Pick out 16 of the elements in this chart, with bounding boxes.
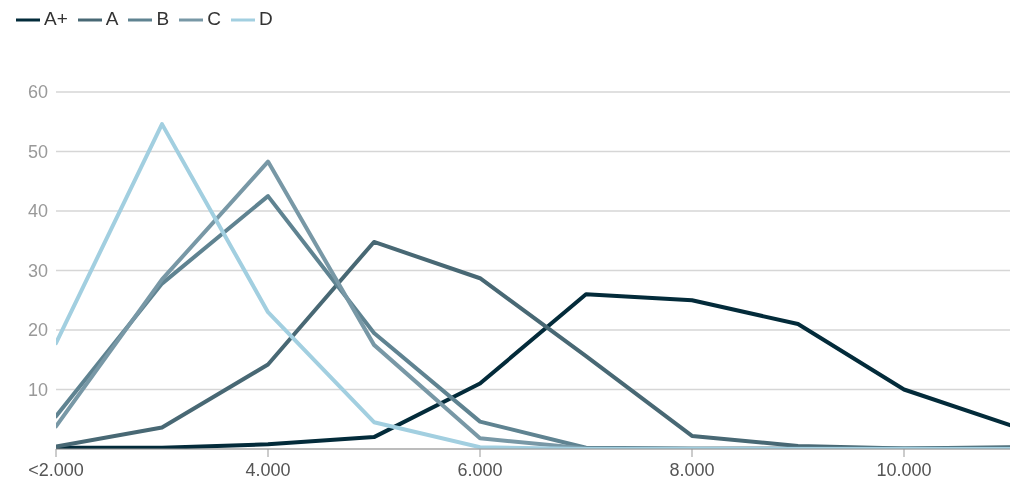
y-tick-label: 40 <box>27 201 48 222</box>
x-tick-label: <2.000 <box>28 459 84 480</box>
legend-label: D <box>258 8 273 30</box>
legend-label: A <box>105 8 119 30</box>
y-tick-label: 30 <box>27 260 48 281</box>
legend-label: C <box>207 8 221 30</box>
x-tick-label: 4.000 <box>245 459 291 480</box>
legend-label: A+ <box>44 8 68 30</box>
y-tick-label: 20 <box>27 320 48 341</box>
x-tick-label: 8.000 <box>669 459 715 480</box>
y-tick-label: 10 <box>27 379 48 400</box>
y-tick-label: 60 <box>27 82 48 103</box>
legend-label: B <box>156 8 170 30</box>
x-tick-label: 10.000 <box>876 459 932 480</box>
x-tick-label: 6.000 <box>457 459 503 480</box>
y-tick-label: 50 <box>27 141 48 162</box>
